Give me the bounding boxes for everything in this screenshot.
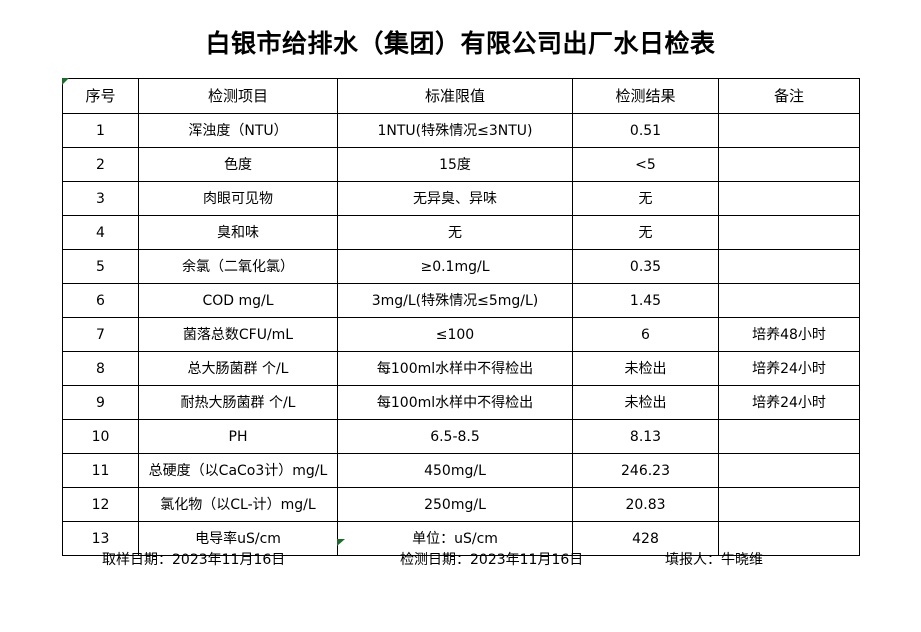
cell-result: 8.13 [572, 419, 719, 454]
cell-item: COD mg/L [138, 283, 338, 318]
cell-remark: 培养24小时 [718, 351, 860, 386]
table-row: 6 COD mg/L 3mg/L(特殊情况≤5mg/L) 1.45 [62, 283, 860, 318]
page-title: 白银市给排水（集团）有限公司出厂水日检表 [205, 29, 716, 58]
cell-no: 7 [62, 317, 139, 352]
cell-no: 8 [62, 351, 139, 386]
cell-item: 氯化物（以CL-计）mg/L [138, 487, 338, 522]
cell-limit: 无 [337, 215, 573, 250]
cell-limit: 15度 [337, 147, 573, 182]
cell-item: 电导率uS/cm [138, 521, 338, 556]
cell-no: 9 [62, 385, 139, 420]
cell-limit: ≥0.1mg/L [337, 249, 573, 284]
table-row: 10 PH 6.5-8.5 8.13 [62, 419, 860, 454]
table-row: 5 余氯（二氧化氯） ≥0.1mg/L 0.35 [62, 249, 860, 284]
report-footer: 取样日期：2023年11月16日 检测日期：2023年11月16日 填报人：牛晓… [62, 548, 859, 572]
table-header: 序号 检测项目 标准限值 检测结果 备注 [62, 78, 860, 114]
cell-result: 1.45 [572, 283, 719, 318]
cell-result: <5 [572, 147, 719, 182]
cell-limit: 1NTU(特殊情况≤3NTU) [337, 113, 573, 148]
cell-result: 0.35 [572, 249, 719, 284]
sample-date-label: 取样日期：2023年11月16日 [102, 552, 286, 568]
table-row: 3 肉眼可见物 无异臭、异味 无 [62, 181, 860, 216]
table-row: 9 耐热大肠菌群 个/L 每100ml水样中不得检出 未检出 培养24小时 [62, 385, 860, 420]
table-header-row: 序号 检测项目 标准限值 检测结果 备注 [62, 78, 860, 114]
cell-result: 20.83 [572, 487, 719, 522]
cell-no: 13 [62, 521, 139, 556]
cell-remark [718, 521, 860, 556]
column-header-item: 检测项目 [138, 78, 338, 114]
cell-no: 12 [62, 487, 139, 522]
cell-limit: 每100ml水样中不得检出 [337, 351, 573, 386]
table-body: 1 浑浊度（NTU） 1NTU(特殊情况≤3NTU) 0.51 2 色度 15度… [62, 113, 860, 556]
cell-remark: 培养24小时 [718, 385, 860, 420]
cell-item: 耐热大肠菌群 个/L [138, 385, 338, 420]
cell-no: 2 [62, 147, 139, 182]
cell-no: 10 [62, 419, 139, 454]
table-row: 11 总硬度（以CaCo3计）mg/L 450mg/L 246.23 [62, 453, 860, 488]
cell-item: 色度 [138, 147, 338, 182]
cell-item: 肉眼可见物 [138, 181, 338, 216]
cell-result: 0.51 [572, 113, 719, 148]
cell-item: 臭和味 [138, 215, 338, 250]
cell-limit: 每100ml水样中不得检出 [337, 385, 573, 420]
cell-item: 浑浊度（NTU） [138, 113, 338, 148]
table-row: 7 菌落总数CFU/mL ≤100 6 培养48小时 [62, 317, 860, 352]
cell-result: 无 [572, 215, 719, 250]
test-date-label: 检测日期：2023年11月16日 [400, 552, 584, 568]
cell-result: 246.23 [572, 453, 719, 488]
table-row: 8 总大肠菌群 个/L 每100ml水样中不得检出 未检出 培养24小时 [62, 351, 860, 386]
column-header-limit: 标准限值 [337, 78, 573, 114]
table-row: 2 色度 15度 <5 [62, 147, 860, 182]
cell-remark [718, 249, 860, 284]
column-header-remark: 备注 [718, 78, 860, 114]
filler-name-label: 填报人：牛晓维 [665, 552, 763, 568]
cell-remark: 培养48小时 [718, 317, 860, 352]
cell-item: 总硬度（以CaCo3计）mg/L [138, 453, 338, 488]
cell-limit: 无异臭、异味 [337, 181, 573, 216]
cell-result: 未检出 [572, 385, 719, 420]
cell-limit: ≤100 [337, 317, 573, 352]
cell-result: 6 [572, 317, 719, 352]
table-row: 4 臭和味 无 无 [62, 215, 860, 250]
cell-item: 菌落总数CFU/mL [138, 317, 338, 352]
cell-remark [718, 453, 860, 488]
cell-item: PH [138, 419, 338, 454]
cell-limit: 450mg/L [337, 453, 573, 488]
table-row: 12 氯化物（以CL-计）mg/L 250mg/L 20.83 [62, 487, 860, 522]
cell-no: 1 [62, 113, 139, 148]
inspection-table-container: 序号 检测项目 标准限值 检测结果 备注 1 浑浊度（NTU） 1NTU(特殊情… [62, 78, 860, 556]
cell-limit: 6.5-8.5 [337, 419, 573, 454]
cell-no: 4 [62, 215, 139, 250]
table-row: 13 电导率uS/cm 单位：uS/cm 428 [62, 521, 860, 556]
column-header-no: 序号 [62, 78, 139, 114]
cell-remark [718, 113, 860, 148]
cell-limit: 250mg/L [337, 487, 573, 522]
cell-result: 未检出 [572, 351, 719, 386]
cell-no: 5 [62, 249, 139, 284]
cell-result: 428 [572, 521, 719, 556]
cell-item: 总大肠菌群 个/L [138, 351, 338, 386]
table-row: 1 浑浊度（NTU） 1NTU(特殊情况≤3NTU) 0.51 [62, 113, 860, 148]
cell-remark [718, 181, 860, 216]
cell-no: 6 [62, 283, 139, 318]
cell-remark [718, 419, 860, 454]
cell-result: 无 [572, 181, 719, 216]
cell-remark [718, 215, 860, 250]
cell-remark [718, 283, 860, 318]
cell-remark [718, 487, 860, 522]
cell-no: 3 [62, 181, 139, 216]
inspection-table: 序号 检测项目 标准限值 检测结果 备注 1 浑浊度（NTU） 1NTU(特殊情… [62, 78, 860, 556]
cell-no: 11 [62, 453, 139, 488]
cell-remark [718, 147, 860, 182]
cell-limit: 3mg/L(特殊情况≤5mg/L) [337, 283, 573, 318]
column-header-result: 检测结果 [572, 78, 719, 114]
cell-item: 余氯（二氧化氯） [138, 249, 338, 284]
